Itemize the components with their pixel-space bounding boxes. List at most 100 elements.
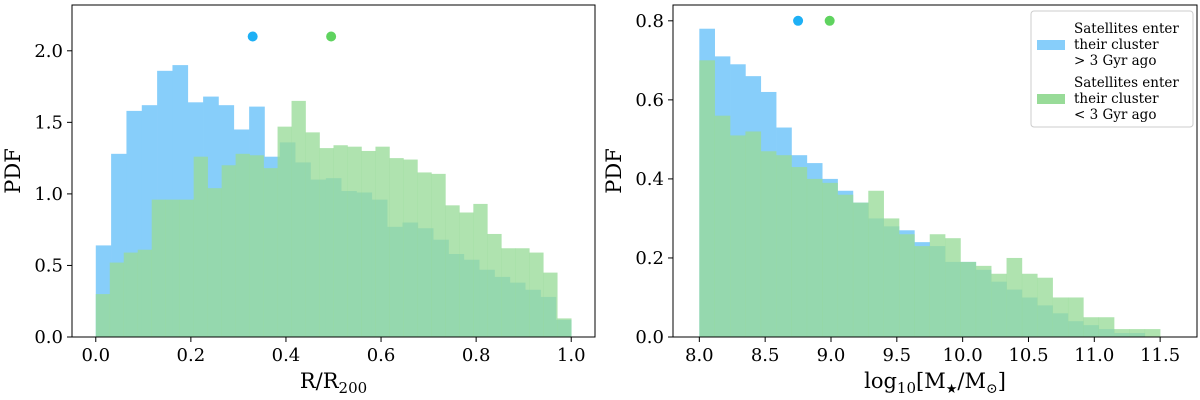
y-tick-label: 0.0 [635,327,664,348]
hist-bar [714,115,731,337]
hist-bar [389,158,404,337]
hist-bar [221,165,236,337]
hist-bar [487,233,502,337]
y-axis-label: PDF [1,148,25,194]
hist-bar [501,248,516,337]
hist-bar [529,252,544,337]
y-axis-label: PDF [602,148,626,194]
legend-label: Satellites enter [1074,21,1179,37]
hist-bar [1129,329,1146,337]
legend-label: > 3 Gyr ago [1074,53,1156,69]
x-tick-label: 9.0 [817,345,846,366]
plot-area [699,15,1161,337]
hist-bar [319,148,334,337]
hist-bar [515,248,530,337]
legend-label: their cluster [1074,37,1159,53]
hist-bar [914,246,931,337]
x-tick-label: 8.0 [685,345,714,366]
hist-bar [760,151,777,337]
hist-bar [207,188,222,337]
hist-bar [361,150,376,337]
x-tick-label: 0.4 [272,345,301,366]
hist-bar [1037,277,1053,337]
x-tick-label: 0.2 [177,345,206,366]
hist-bar [95,294,111,337]
x-axis-label: R/R200 [300,369,367,397]
panel-left-histogram: 0.0 0.2 0.4 0.6 0.8 1.0 0.0 0.5 1.0 1.5 2.0 PDF R/R2… [1,4,596,397]
hist-bar [179,199,194,337]
legend-label: < 3 Gyr ago [1074,107,1156,123]
legend-label: Satellites enter [1074,75,1179,91]
median-marker [247,31,258,42]
hist-bar [277,126,292,337]
hist-bar [776,155,792,337]
hist-bar [375,146,390,337]
x-axis-label: log10[M★/M⊙] [864,369,1006,397]
hist-bar [417,172,432,337]
hist-bar [305,132,320,337]
hist-bar [730,135,746,337]
legend-label: their cluster [1074,91,1159,107]
hist-bar [991,273,1007,337]
series-recent-infall [699,60,1161,337]
x-tick-label: 0.8 [462,345,491,366]
hist-bar [473,203,488,337]
hist-bar [459,212,474,337]
hist-bar [543,272,558,337]
hist-bar [791,167,808,337]
hist-bar [883,218,900,337]
hist-bar [263,168,278,337]
hist-bar [745,131,762,337]
y-tick-label: 0.0 [34,327,63,348]
hist-bar [445,205,460,337]
y-tick-label: 1.0 [34,184,63,205]
x-tick-label: 11.5 [1140,345,1180,366]
y-tick-label: 2.0 [34,41,63,62]
hist-bar [137,249,153,337]
y-tick-label: 0.8 [635,11,664,32]
x-tick-label: 8.5 [751,345,780,366]
hist-bar [403,159,418,337]
hist-bar [1098,317,1115,337]
axes-frame [71,4,596,338]
legend-box [1030,10,1194,128]
hist-bar [822,182,838,337]
panel-right-histogram: 8.0 8.5 9.0 9.5 10.0 10.5 11.0 11.5 0.0 0.2 0.4 0.6… [602,4,1198,397]
legend-swatch [1037,94,1065,104]
hist-bar [333,145,348,337]
hist-bar [945,238,961,337]
hist-bar [975,265,992,337]
hist-bar [291,100,306,337]
hist-bar [151,199,166,337]
legend-swatch [1037,40,1065,50]
plot-area [95,31,572,337]
hist-bar [109,262,125,337]
hist-bar [868,190,884,337]
hist-bar [699,60,715,337]
x-tick-label: 9.5 [882,345,911,366]
hist-bar [431,173,446,337]
hist-bar [557,318,572,337]
hist-bar [837,194,854,337]
median-marker [824,15,835,26]
hist-bar [1067,297,1084,337]
hist-bar [899,234,915,337]
hist-bar [235,153,250,337]
hist-bar [1144,329,1161,337]
hist-bar [249,155,264,337]
x-tick-label: 10.0 [943,345,983,366]
hist-bar [929,234,946,337]
hist-bar [193,156,208,337]
x-tick-label: 10.5 [1008,345,1048,366]
x-tick-label: 1.0 [557,345,586,366]
y-tick-label: 0.4 [635,169,664,190]
median-marker [793,15,804,26]
hist-bar [1006,257,1023,337]
y-tick-label: 1.5 [34,112,63,133]
y-tick-label: 0.2 [635,248,664,269]
hist-bar [1083,317,1099,337]
hist-bar [165,199,180,337]
hist-bar [1052,297,1069,337]
hist-bar [123,252,139,337]
